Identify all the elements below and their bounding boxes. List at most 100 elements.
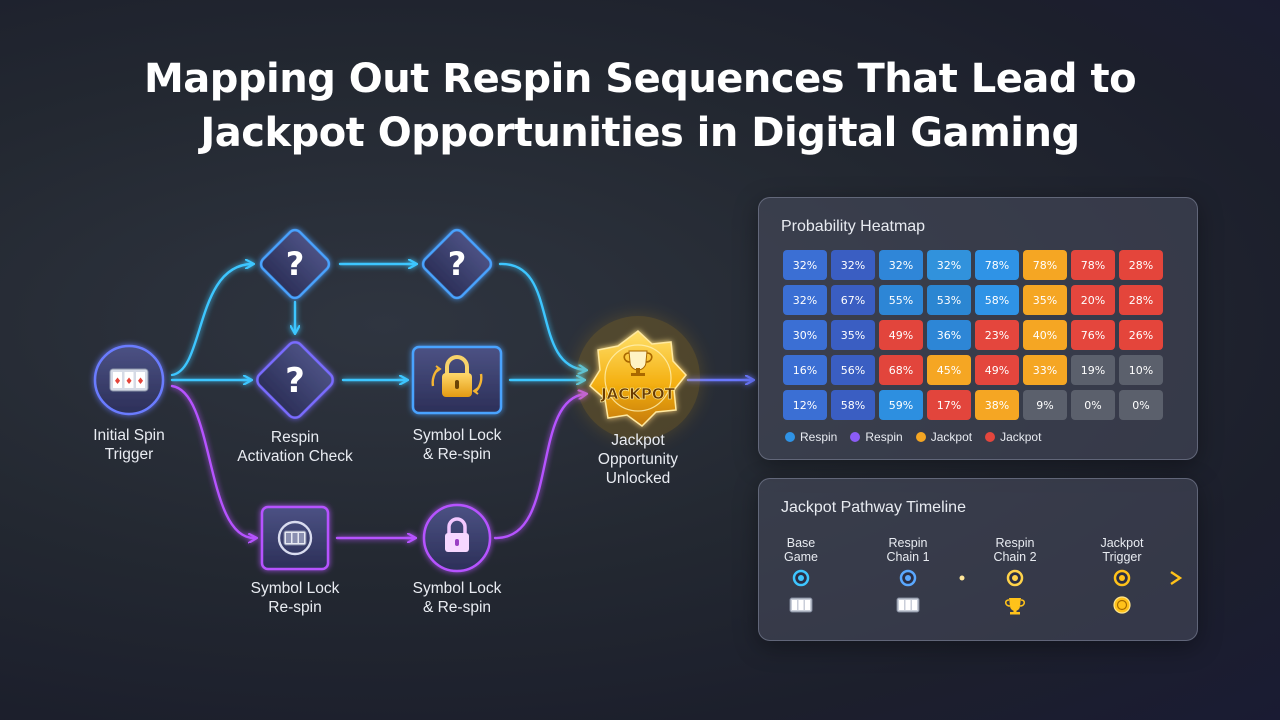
legend-item: Respin: [785, 430, 837, 444]
heatmap-cell: 78%: [1071, 250, 1115, 280]
timeline-stop-label-line: Respin: [888, 536, 928, 550]
slot-reels-icon: ♦ ♦ ♦: [109, 368, 149, 392]
heatmap-cell: 28%: [1119, 285, 1163, 315]
title-line-2: Jackpot Opportunities in Digital Gaming: [200, 110, 1080, 156]
svg-text:♦: ♦: [125, 377, 133, 387]
heatmap-legend: Respin Respin Jackpot Jackpot: [785, 430, 1054, 444]
label-jackpot: Jackpot Opportunity Unlocked: [597, 432, 679, 487]
question-diamond-icon: ?: [285, 361, 305, 401]
heatmap-cell: 32%: [927, 250, 971, 280]
legend-swatch: [785, 432, 795, 442]
svg-text:♦: ♦: [136, 377, 144, 387]
legend-swatch: [915, 432, 926, 442]
edge-lowlock-to-jackpot: [493, 394, 585, 540]
timeline-stop-label: Respin Chain 1: [858, 536, 958, 564]
heatmap-cell: 68%: [879, 355, 923, 385]
label-symbol-lock-mid: Symbol Lock & Re-spin: [412, 427, 502, 463]
heatmap-cell: 78%: [1023, 250, 1067, 280]
jackpot-badge-icon: JACKPOT: [589, 330, 687, 427]
node-question-top-1: ?: [259, 228, 331, 300]
heatmap-cell: 19%: [1071, 355, 1115, 385]
node-respin-check: ?: [256, 341, 334, 419]
edge-initial-to-top: [170, 264, 252, 377]
slot-reels-icon: [896, 597, 920, 613]
heatmap-cell: 12%: [783, 390, 827, 420]
legend-swatch: [850, 432, 861, 442]
legend-item: Jackpot: [985, 430, 1041, 444]
timeline-stop-core: [798, 575, 804, 581]
heatmap-cell: 28%: [1119, 250, 1163, 280]
heatmap-cell: 0%: [1071, 390, 1115, 420]
svg-text:♦: ♦: [113, 377, 121, 387]
reels-respin-icon: [277, 520, 313, 556]
question-diamond-icon: ?: [286, 245, 305, 283]
timeline-stop-core: [1119, 575, 1125, 581]
heatmap-cell: 33%: [1023, 355, 1067, 385]
legend-label: Jackpot: [1000, 430, 1042, 444]
coin-icon: [1113, 596, 1131, 614]
page-title: Mapping Out Respin Sequences That Lead t…: [0, 52, 1280, 160]
legend-item: Jackpot: [915, 430, 973, 444]
heatmap-cell: 10%: [1119, 355, 1163, 385]
node-initial-spin: ♦ ♦ ♦: [93, 344, 165, 416]
heatmap-cell: 32%: [879, 250, 923, 280]
timeline-stop-label-line: Game: [783, 550, 819, 564]
node-lock-low: [422, 503, 492, 573]
heatmap-cell: 55%: [879, 285, 923, 315]
timeline-stop-core: [905, 575, 911, 581]
slot-reels-icon: [789, 597, 813, 613]
label-lock-low: Symbol Lock & Re-spin: [412, 580, 502, 616]
timeline-stop-label-line: Jackpot: [1100, 536, 1144, 550]
edge-initial-to-low: [170, 384, 255, 538]
node-question-top-2: ?: [421, 228, 493, 300]
heatmap-cell: 32%: [783, 285, 827, 315]
heatmap-cell: 76%: [1071, 320, 1115, 350]
heatmap-cell: 32%: [783, 250, 827, 280]
timeline-stop-label-line: Chain 1: [886, 550, 930, 564]
node-jackpot: JACKPOT: [576, 316, 700, 440]
label-respin-check: Respin Activation Check: [237, 429, 353, 465]
heatmap-cell: 59%: [879, 390, 923, 420]
heatmap-cell: 53%: [927, 285, 971, 315]
timeline-panel: Jackpot Pathway Timeline Base Game Respin C…: [758, 478, 1198, 641]
timeline-track: [789, 569, 1183, 615]
node-symbol-lock-low: [260, 505, 330, 571]
heatmap-cell: 0%: [1119, 390, 1163, 420]
timeline-stop-label: Jackpot Trigger: [1072, 536, 1172, 564]
title-line-1: Mapping Out Respin Sequences That Lead t…: [143, 56, 1137, 102]
heatmap-panel: Probability Heatmap 32% 32% 32% 32% 78% 78% 78…: [758, 197, 1198, 460]
label-initial-spin: Initial Spin Trigger: [93, 427, 165, 463]
heatmap-cell: 16%: [783, 355, 827, 385]
timeline-stop-label-line: Chain 2: [993, 550, 1037, 564]
timeline-stop-core: [1012, 575, 1018, 581]
jackpot-badge-text: JACKPOT: [600, 385, 676, 403]
legend-label: Respin: [865, 430, 903, 444]
heatmap-cell: 32%: [831, 250, 875, 280]
heatmap-cell: 9%: [1023, 390, 1067, 420]
timeline-title: Jackpot Pathway Timeline: [781, 499, 966, 516]
legend-item: Respin: [850, 430, 903, 444]
lock-respin-icon: [431, 355, 483, 397]
trophy-icon: [623, 350, 653, 376]
legend-label: Jackpot: [930, 430, 973, 444]
heatmap-cell: 20%: [1071, 285, 1115, 315]
legend-swatch: [985, 432, 996, 442]
heatmap-title: Probability Heatmap: [781, 218, 926, 235]
heatmap-cell: 49%: [879, 320, 923, 350]
heatmap-cell: 67%: [831, 285, 875, 315]
trophy-icon: [1004, 598, 1026, 615]
heatmap-cell: 78%: [975, 250, 1019, 280]
timeline-stop-label: Base Game: [751, 536, 851, 564]
heatmap-cell: 58%: [975, 285, 1019, 315]
heatmap-cell: 23%: [975, 320, 1019, 350]
edge-top2-to-jackpot: [498, 262, 585, 370]
heatmap-cell: 49%: [975, 355, 1019, 385]
heatmap-cell: 58%: [831, 390, 875, 420]
heatmap-cell: 45%: [927, 355, 971, 385]
node-symbol-lock-mid: [411, 345, 503, 415]
lock-icon: [445, 517, 469, 552]
legend-label: Respin: [800, 430, 838, 444]
question-diamond-icon: ?: [448, 245, 467, 283]
label-symbol-lock-low: Symbol Lock Re-spin: [250, 580, 340, 616]
heatmap-cell: 17%: [927, 390, 971, 420]
